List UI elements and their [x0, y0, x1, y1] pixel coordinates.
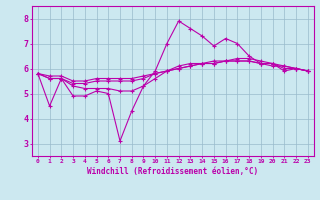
X-axis label: Windchill (Refroidissement éolien,°C): Windchill (Refroidissement éolien,°C) — [87, 167, 258, 176]
